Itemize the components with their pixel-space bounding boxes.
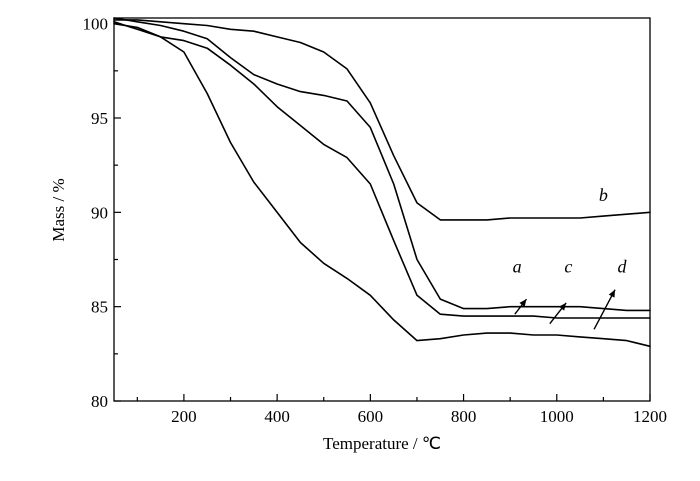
- arrowhead-a: [519, 299, 527, 307]
- x-tick-label: 1200: [633, 407, 667, 426]
- y-tick-label: 95: [91, 109, 108, 128]
- x-tick-label: 400: [264, 407, 290, 426]
- x-tick-label: 800: [451, 407, 477, 426]
- x-axis-title: Temperature / ℃: [323, 434, 441, 453]
- annotation-a: a: [513, 257, 522, 277]
- annotation-c: c: [564, 257, 572, 277]
- x-tick-label: 1000: [540, 407, 574, 426]
- y-tick-label: 80: [91, 392, 108, 411]
- x-tick-label: 600: [358, 407, 384, 426]
- annotation-b: b: [599, 185, 608, 205]
- arrowhead-c: [559, 302, 567, 311]
- y-tick-label: 85: [91, 298, 108, 317]
- x-axis-ticks: 200 400 600 800 1000 1200: [136, 394, 667, 426]
- plot-frame: [113, 17, 651, 402]
- annotation-arrows: [514, 289, 616, 330]
- y-tick-label: 90: [91, 203, 108, 222]
- series-line-c: [113, 22, 651, 319]
- series-line-d: [113, 21, 651, 348]
- arrowhead-d: [608, 289, 616, 298]
- y-axis-ticks: 80 85 90 95 100: [83, 15, 121, 411]
- x-tick-label: 200: [171, 407, 197, 426]
- annotation-d: d: [618, 257, 628, 277]
- arrow-d: [593, 289, 616, 330]
- series-line-b: [113, 19, 651, 221]
- y-tick-label: 100: [83, 15, 109, 34]
- annotation-labels: b a c d: [513, 185, 628, 277]
- y-axis-title: Mass / %: [49, 178, 68, 241]
- plot-lines: [113, 17, 651, 348]
